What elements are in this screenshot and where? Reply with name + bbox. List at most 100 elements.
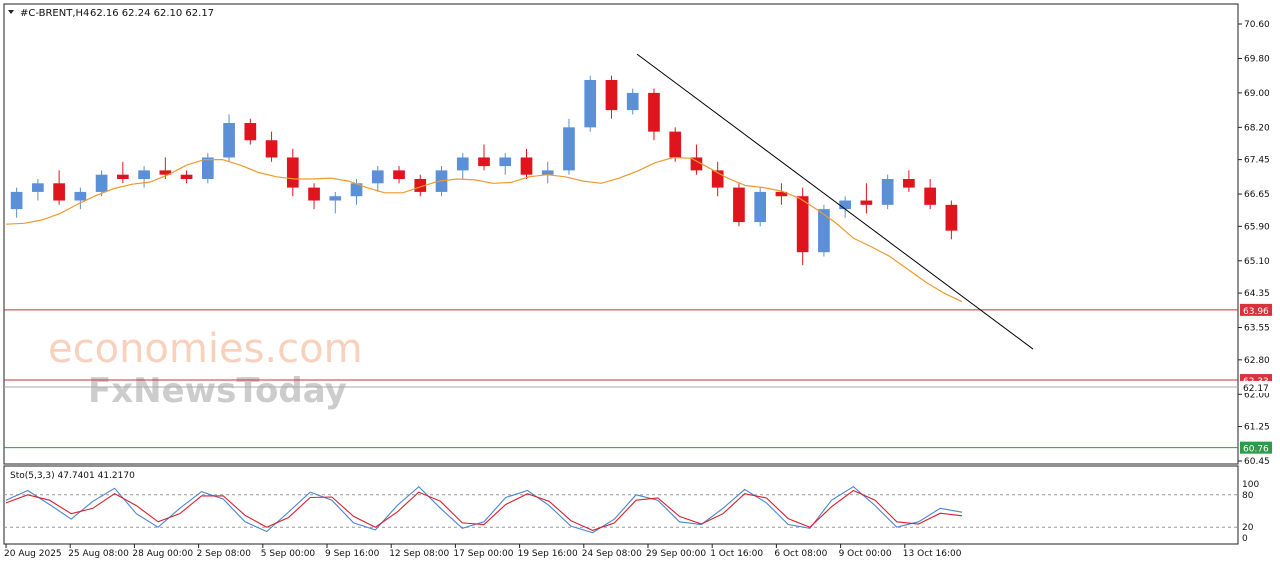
candle-body <box>201 157 214 179</box>
candle-body <box>733 187 745 223</box>
trend-line[interactable] <box>636 53 1034 350</box>
candle-body <box>308 187 320 201</box>
candle-body <box>860 200 873 205</box>
candle-body <box>903 178 915 188</box>
price-tick-label: 65.10 <box>1244 257 1270 267</box>
candle-body <box>74 191 87 201</box>
time-tick-label: 5 Sep 00:00 <box>261 549 316 559</box>
candle-body <box>499 157 512 167</box>
stochastic-tick-label: 20 <box>1242 523 1254 533</box>
candle-body <box>180 174 193 179</box>
candle-body <box>945 204 958 231</box>
candle-body <box>520 157 533 175</box>
watermark-fxnewstoday: FxNewsToday <box>88 371 347 411</box>
candle-body <box>648 92 660 132</box>
candle-body <box>393 170 405 179</box>
candle-body <box>286 157 299 188</box>
candle-body <box>584 79 597 128</box>
horizontal-lines <box>4 309 1238 449</box>
price-tick-label: 66.65 <box>1244 190 1270 200</box>
stochastic-tick-label: 100 <box>1242 480 1259 490</box>
time-tick-label: 12 Sep 08:00 <box>389 549 449 559</box>
candle-body <box>265 140 278 158</box>
candle-body <box>53 183 65 201</box>
triangle-down-icon[interactable] <box>8 10 14 14</box>
candle-body <box>818 209 830 253</box>
candle-body <box>881 178 894 205</box>
time-tick-label: 19 Sep 16:00 <box>518 549 578 559</box>
time-tick-label: 9 Oct 00:00 <box>839 549 892 559</box>
price-tick-label: 70.60 <box>1244 20 1270 30</box>
candle-body <box>32 183 44 192</box>
price-tag-bg <box>1240 441 1272 454</box>
candle-body <box>350 183 363 197</box>
watermark-economies: economies.com <box>48 326 363 372</box>
time-tick-label: 29 Sep 00:00 <box>646 549 706 559</box>
candle-body <box>414 178 427 192</box>
candle-body <box>711 170 724 188</box>
price-tag-label: 63.96 <box>1243 307 1269 317</box>
price-tick-label: 65.90 <box>1244 222 1270 232</box>
time-tick-label: 17 Sep 00:00 <box>453 549 513 559</box>
stochastic-title: Sto(5,3,3) 47.7401 41.2170 <box>10 471 135 481</box>
candlestick-series <box>10 75 958 266</box>
candle-body <box>796 196 809 253</box>
moving-average <box>5 156 963 303</box>
stochastic-tick-label: 0 <box>1242 534 1248 544</box>
candle-body <box>223 123 235 158</box>
time-tick-label: 20 Aug 2025 <box>4 549 62 559</box>
price-tick-label: 67.45 <box>1244 156 1270 166</box>
candle-body <box>95 174 108 192</box>
watermark: economies.com FxNewsToday <box>48 326 363 411</box>
price-tag-bg <box>1240 380 1272 393</box>
price-tick-label: 61.25 <box>1244 423 1270 433</box>
time-tick-label: 28 Aug 00:00 <box>132 549 193 559</box>
time-tick-label: 25 Aug 08:00 <box>68 549 129 559</box>
chart-header: #C-BRENT,H4 62.16 62.24 62.10 62.17 <box>8 8 214 19</box>
symbol-label: #C-BRENT,H4 <box>20 8 89 19</box>
candle-body <box>371 170 384 184</box>
time-tick-label: 1 Oct 16:00 <box>710 549 763 559</box>
time-tick-label: 13 Oct 16:00 <box>903 549 962 559</box>
price-tag-label: 60.76 <box>1243 445 1269 455</box>
candle-body <box>541 170 554 175</box>
stochastic-tick-label: 80 <box>1242 491 1254 501</box>
candle-body <box>775 191 788 197</box>
time-tick-label: 2 Sep 08:00 <box>197 549 252 559</box>
candle-body <box>605 79 618 111</box>
price-tick-label: 64.35 <box>1244 289 1270 299</box>
price-tick-label: 62.00 <box>1244 390 1270 400</box>
price-tick-label: 60.45 <box>1244 457 1270 467</box>
time-tick-label: 9 Sep 16:00 <box>325 549 380 559</box>
time-tick-label: 24 Sep 08:00 <box>582 549 642 559</box>
moving-average-line <box>5 156 963 303</box>
stochastic-series-line <box>5 485 963 534</box>
candle-body <box>456 157 469 171</box>
time-axis: 20 Aug 2025 25 Aug 08:00 28 Aug 00:00 2 Sep… <box>4 544 962 559</box>
candle-body <box>159 170 172 175</box>
price-tag-bg <box>1240 303 1272 316</box>
price-tick-label: 68.20 <box>1244 123 1270 133</box>
candle-body <box>138 170 150 179</box>
price-axis: 70.60 69.80 69.00 68.20 67.45 66.65 65.90 65.10… <box>1238 20 1270 467</box>
stochastic-frame <box>3 465 1239 545</box>
candle-body <box>563 127 575 171</box>
stochastic-series-line <box>5 489 963 531</box>
price-tick-label: 69.00 <box>1244 89 1270 99</box>
candle-body <box>924 187 936 205</box>
candle-body <box>626 92 639 111</box>
candle-body <box>839 200 851 210</box>
candle-body <box>478 157 490 167</box>
price-tick-label: 62.80 <box>1244 356 1270 366</box>
candle-body <box>117 174 129 179</box>
candle-body <box>669 131 682 158</box>
price-tag-label: 62.17 <box>1243 384 1269 394</box>
price-tick-label: 69.80 <box>1244 54 1270 64</box>
ohlc-label: 62.16 62.24 62.10 62.17 <box>90 8 214 19</box>
candle-body <box>690 157 703 171</box>
candle-body <box>754 191 767 223</box>
downtrend-line[interactable] <box>636 53 1034 350</box>
